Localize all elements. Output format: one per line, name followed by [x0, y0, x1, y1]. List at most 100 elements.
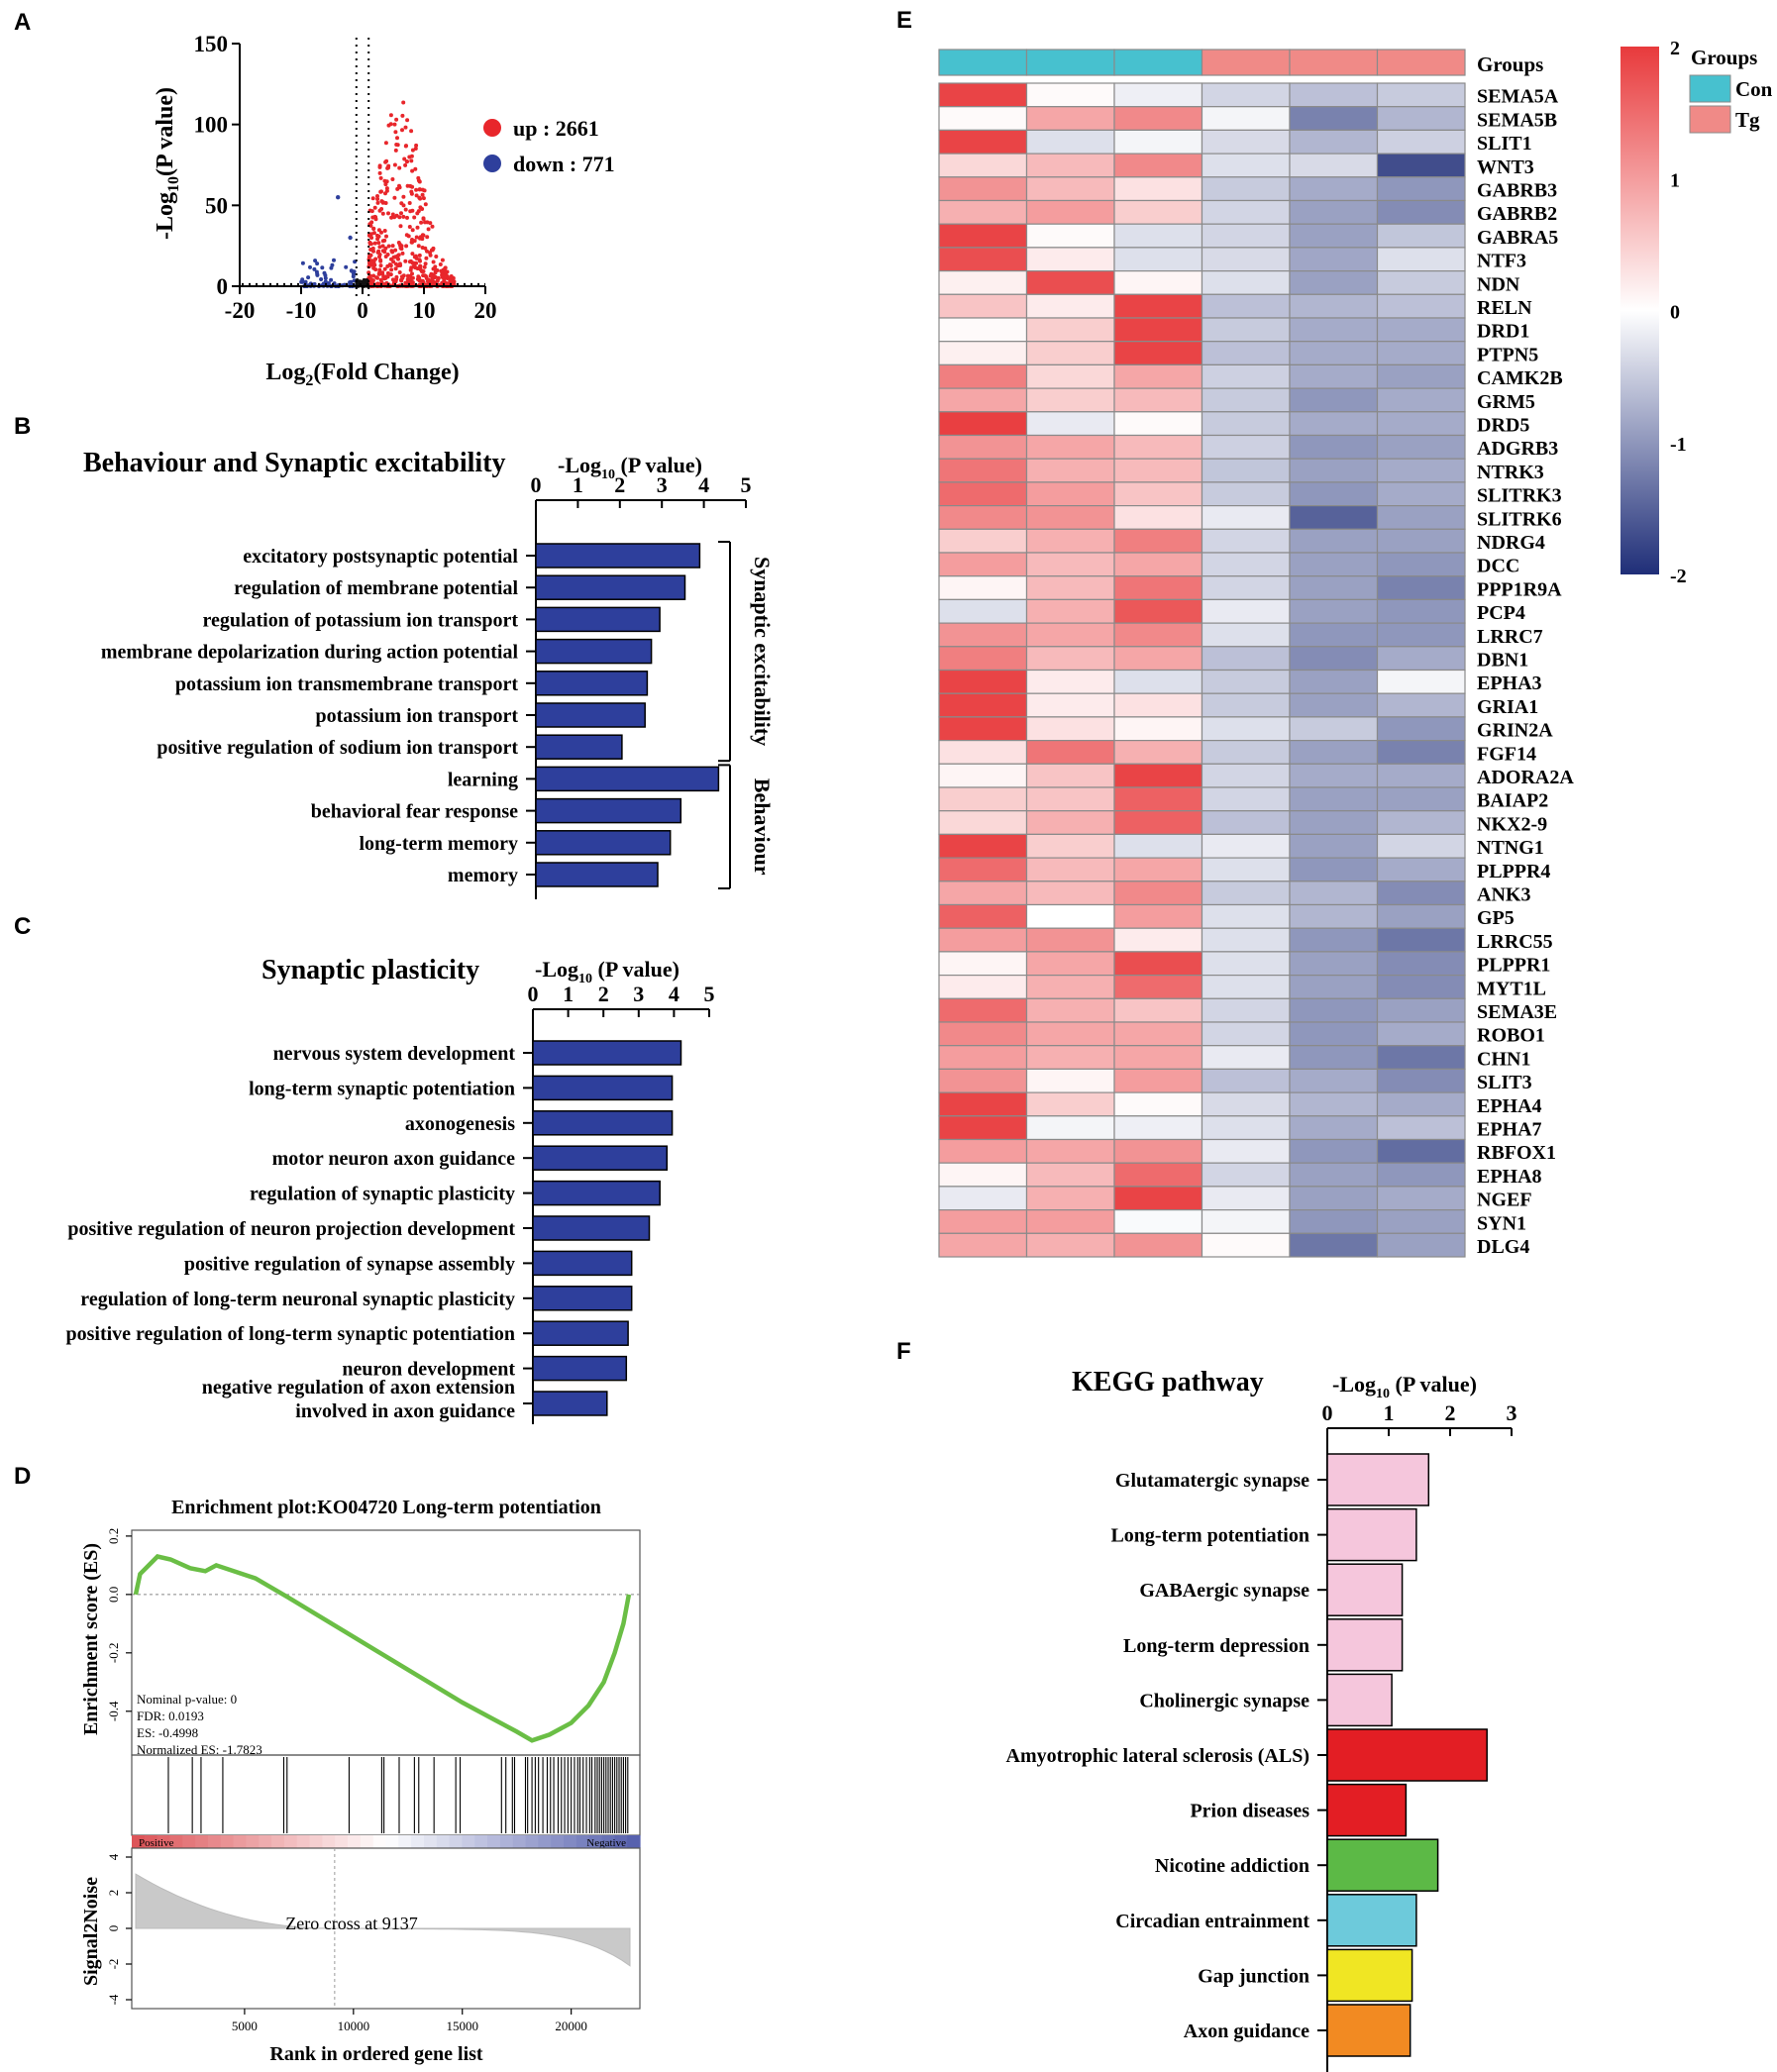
volcano-point-up: [430, 279, 435, 284]
volcano-point-up: [367, 276, 372, 281]
heatmap-cell: [1289, 1208, 1379, 1234]
chart-title: Behaviour and Synaptic excitability: [83, 448, 506, 478]
heatmap-cell: [1113, 176, 1203, 202]
heatmap-cell: [1113, 716, 1203, 742]
volcano-point-up: [394, 117, 399, 122]
heatmap-cell: [1289, 951, 1379, 977]
volcano-point-up: [423, 273, 427, 278]
bar: [1326, 1453, 1430, 1506]
rank-color-segment: [499, 1835, 514, 1848]
volcano-point-up: [422, 264, 427, 269]
volcano-point-up: [439, 268, 444, 273]
volcano-point-up: [409, 191, 414, 196]
bar: [532, 1320, 629, 1346]
gene-label: NDRG4: [1477, 532, 1545, 554]
rank-color-segment: [372, 1835, 387, 1848]
es-y-tick-label: 0.0: [106, 1587, 121, 1603]
category-label: regulation of synaptic plasticity: [250, 1184, 515, 1205]
category-label: neuron development: [342, 1359, 515, 1381]
es-curve: [133, 1554, 632, 1743]
heatmap-cell: [1201, 363, 1291, 389]
heatmap-cell: [1113, 1045, 1203, 1070]
heatmap-cell: [938, 575, 1028, 601]
heatmap-cell: [1289, 106, 1379, 131]
category-label: regulation of membrane potential: [234, 577, 518, 599]
x-tick-label: 5: [704, 982, 715, 1006]
x-tick-label: 15000: [446, 2019, 478, 2033]
heatmap-cell: [1201, 833, 1291, 859]
heatmap-cell: [1113, 763, 1203, 788]
heatmap-cell: [1113, 598, 1203, 624]
x-tick-label: 3: [1507, 1400, 1517, 1425]
volcano-point-up: [385, 274, 390, 279]
gene-label: GRM5: [1477, 391, 1535, 413]
volcano-point-down: [308, 264, 312, 269]
heatmap-cell: [938, 458, 1028, 483]
colorbar-tick-label: 0: [1670, 302, 1680, 324]
group-cell: [1025, 49, 1115, 76]
volcano-point-up: [376, 234, 381, 239]
rank-color-segment: [296, 1835, 311, 1848]
heatmap-cell: [938, 669, 1028, 694]
heatmap-cell: [1376, 857, 1466, 882]
x-tick-label: 5: [741, 472, 752, 497]
bar: [532, 1145, 669, 1171]
group-label: Synaptic excitability: [750, 557, 775, 746]
volcano-point-up: [420, 192, 425, 197]
volcano-point-up: [408, 278, 413, 283]
volcano-point-up: [397, 165, 402, 170]
heatmap-cell: [1113, 387, 1203, 413]
heatmap-cell: [1289, 1162, 1379, 1188]
volcano-point-up: [369, 236, 374, 240]
heatmap-cell: [938, 1138, 1028, 1164]
heatmap-cell: [1376, 1162, 1466, 1188]
volcano-point-down: [326, 281, 331, 285]
legend-marker: [483, 155, 501, 172]
heatmap-cell: [1025, 598, 1115, 624]
gene-label: RBFOX1: [1477, 1142, 1556, 1164]
y-tick-label: 100: [194, 113, 229, 138]
bar-label-positive: Positive: [139, 1837, 174, 1849]
category-label: regulation of long-term neuronal synapti…: [80, 1289, 515, 1310]
volcano-point-up: [381, 274, 386, 279]
volcano-point-down: [312, 266, 317, 271]
heatmap-cell: [1025, 129, 1115, 155]
heatmap-cell: [1201, 739, 1291, 765]
heatmap-cell: [1113, 927, 1203, 953]
heatmap-cell: [1025, 82, 1115, 108]
heatmap-cell: [1376, 903, 1466, 929]
panel-label-e: E: [896, 7, 912, 34]
rank-color-segment: [132, 1835, 146, 1848]
heatmap-cell: [1376, 669, 1466, 694]
stat-text: Normalized ES: -1.7823: [137, 1742, 262, 1757]
heatmap-cell: [938, 1115, 1028, 1141]
gene-label: CAMK2B: [1477, 367, 1563, 389]
heatmap-cell: [1025, 1091, 1115, 1117]
volcano-point-up: [420, 207, 425, 211]
heatmap-cell: [1113, 692, 1203, 718]
x-tick-label: 0: [528, 982, 539, 1006]
volcano-point-up: [382, 250, 387, 255]
x-tick-label: 1: [563, 982, 574, 1006]
es-y-axis-label: Enrichment score (ES): [80, 1543, 102, 1735]
volcano-point-up: [395, 136, 399, 141]
volcano-point-up: [428, 221, 433, 226]
gene-label: NDN: [1477, 273, 1520, 295]
volcano-point-down: [313, 259, 318, 263]
heatmap-cell: [1376, 505, 1466, 530]
heatmap-cell: [1025, 1186, 1115, 1211]
heatmap-cell: [1376, 763, 1466, 788]
bar: [535, 734, 623, 760]
heatmap-cell: [1376, 716, 1466, 742]
rank-color-segment: [220, 1835, 235, 1848]
gene-label: ADGRB3: [1477, 438, 1558, 460]
volcano-point-up: [393, 279, 398, 284]
heatmap-cell: [1376, 293, 1466, 319]
heatmap-cell: [1025, 622, 1115, 648]
volcano-point-up: [379, 207, 384, 211]
volcano-point-up: [392, 162, 397, 167]
heatmap-cell: [1289, 1045, 1379, 1070]
heatmap-cell: [1289, 247, 1379, 272]
heatmap-cell: [938, 1045, 1028, 1070]
bar: [535, 671, 649, 696]
